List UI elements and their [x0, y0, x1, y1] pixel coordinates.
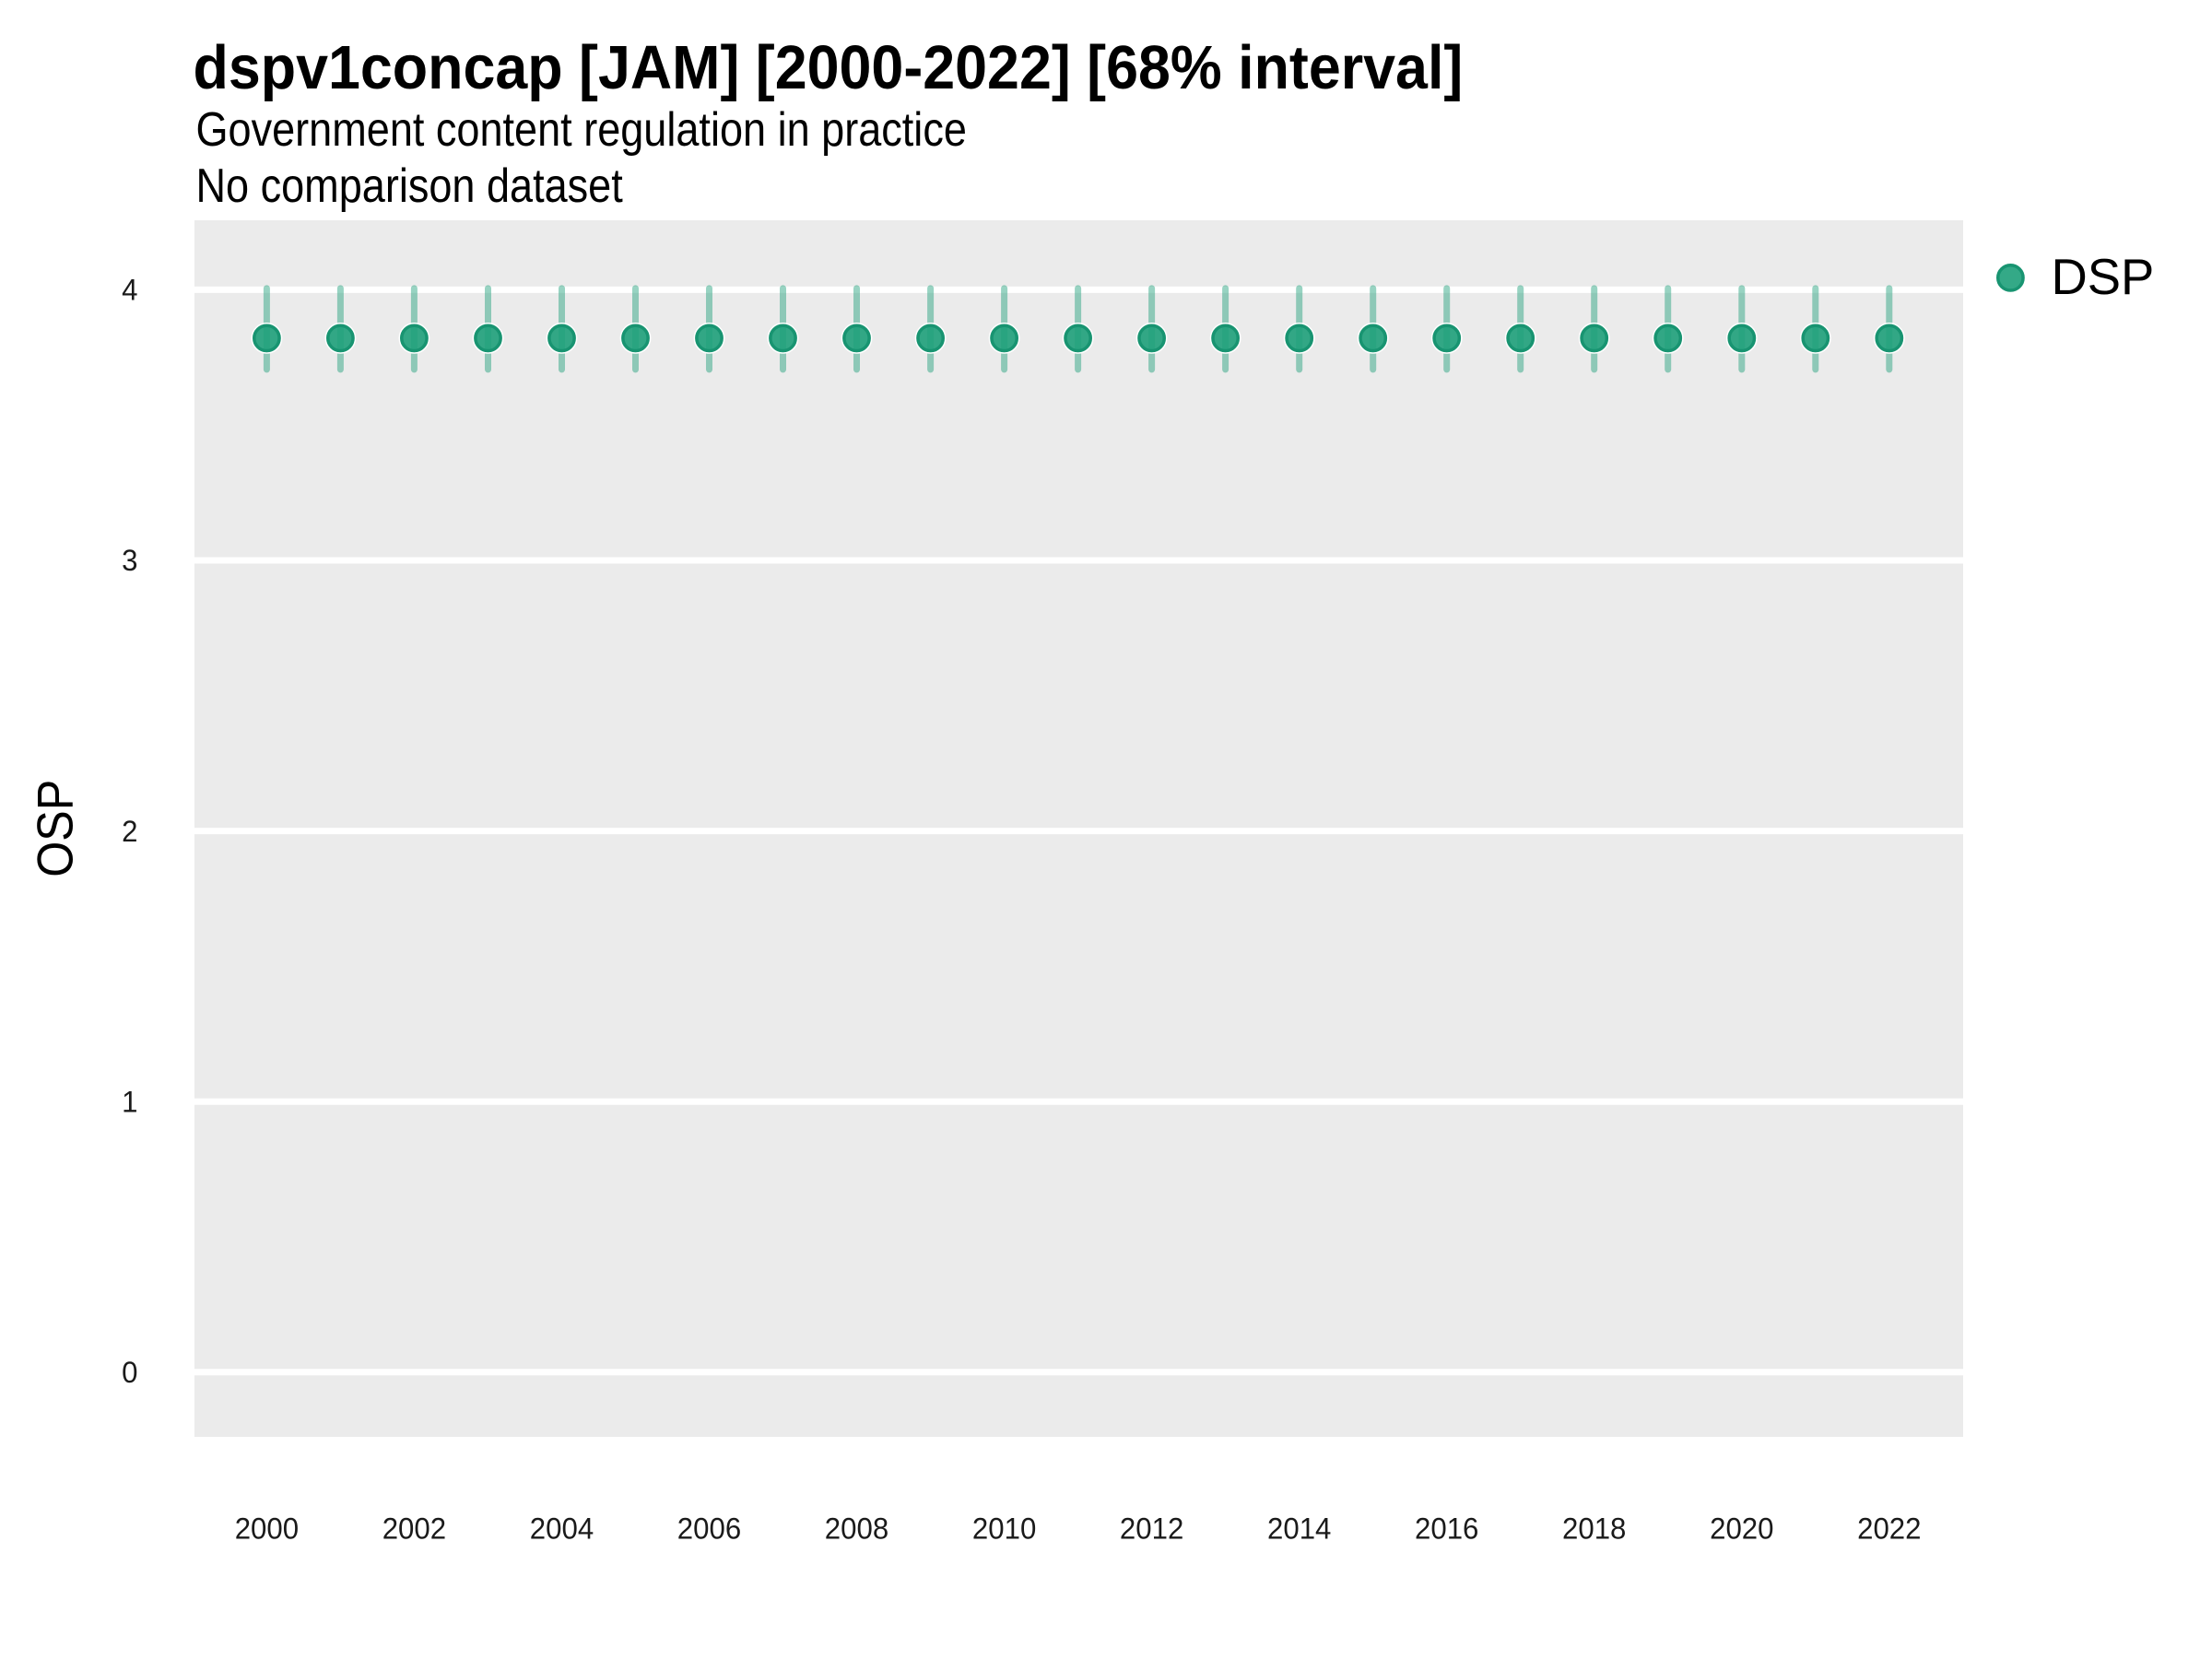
svg-text:2012: 2012: [1120, 1512, 1183, 1546]
svg-text:2018: 2018: [1562, 1512, 1626, 1546]
svg-text:3: 3: [122, 544, 137, 578]
svg-text:No comparison dataset: No comparison dataset: [196, 159, 624, 212]
svg-text:1: 1: [122, 1085, 137, 1119]
svg-text:0: 0: [122, 1355, 137, 1389]
svg-text:2: 2: [122, 814, 137, 848]
svg-text:2006: 2006: [677, 1512, 741, 1546]
svg-text:Government content regulation: Government content regulation in practic…: [196, 103, 967, 156]
svg-text:2014: 2014: [1267, 1512, 1331, 1546]
svg-text:2008: 2008: [825, 1512, 888, 1546]
svg-text:2000: 2000: [235, 1512, 299, 1546]
svg-text:4: 4: [122, 273, 137, 307]
svg-text:2022: 2022: [1857, 1512, 1921, 1546]
svg-text:2004: 2004: [530, 1512, 594, 1546]
svg-text:2016: 2016: [1415, 1512, 1478, 1546]
svg-text:dspv1concap [JAM] [2000-2022]: dspv1concap [JAM] [2000-2022] [68% inter…: [194, 32, 1464, 101]
svg-text:2002: 2002: [382, 1512, 446, 1546]
svg-text:OSP: OSP: [28, 780, 85, 877]
svg-text:2010: 2010: [972, 1512, 1036, 1546]
svg-text:2020: 2020: [1710, 1512, 1773, 1546]
svg-text:DSP: DSP: [2052, 249, 2155, 305]
